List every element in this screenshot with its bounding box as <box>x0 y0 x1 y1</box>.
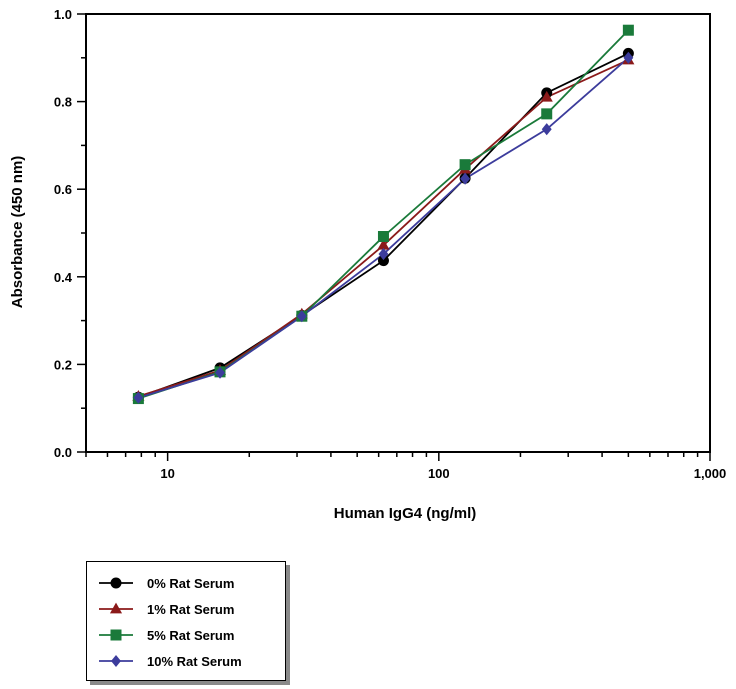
legend-label: 10% Rat Serum <box>147 653 242 669</box>
data-point-diamond <box>623 51 634 64</box>
y-tick-label: 0.8 <box>54 95 72 110</box>
x-axis-title: Human IgG4 (ng/ml) <box>334 505 477 522</box>
data-point-square <box>459 159 471 171</box>
y-tick-label: 0.0 <box>54 445 72 460</box>
series-line <box>138 59 629 398</box>
legend-marker <box>111 654 121 668</box>
legend-item: 1% Rat Serum <box>97 596 285 622</box>
data-point-square <box>377 231 389 243</box>
chart-svg: 10 100 1,000 0.0 0.2 0.4 0.6 0.8 1.0 Human IgG4… <box>9 7 727 522</box>
legend-item: 0% Rat Serum <box>97 570 285 596</box>
legend: 0% Rat Serum 1% Rat Serum 5% Rat Serum 1… <box>86 561 286 681</box>
y-tick-label: 1.0 <box>54 7 72 22</box>
legend-label: 5% Rat Serum <box>147 627 235 643</box>
data-point-diamond <box>133 391 144 404</box>
data-point-square <box>622 24 634 36</box>
data-point-diamond <box>215 366 225 379</box>
y-axis-title: Absorbance (450 nm) <box>9 156 26 309</box>
plot-area <box>85 13 711 453</box>
data-point-diamond <box>541 123 552 136</box>
legend-label: 1% Rat Serum <box>147 601 235 617</box>
legend-marker <box>110 577 122 589</box>
legend-marker <box>110 629 122 641</box>
y-tick-label: 0.4 <box>54 270 73 285</box>
legend-item: 5% Rat Serum <box>97 622 285 648</box>
plot-border <box>85 13 711 453</box>
y-tick-label: 0.2 <box>54 357 72 372</box>
series-layer <box>132 24 635 405</box>
legend-swatch-triangle <box>99 602 133 614</box>
y-axis: 0.0 0.2 0.4 0.6 0.8 1.0 <box>54 7 86 460</box>
x-tick-label: 10 <box>160 466 174 481</box>
data-point-circle <box>377 255 389 267</box>
data-point-triangle <box>377 238 390 250</box>
legend-marker <box>109 602 123 614</box>
x-axis: 10 100 1,000 <box>85 452 727 481</box>
data-point-diamond <box>378 247 389 261</box>
data-point-diamond <box>296 310 307 323</box>
legend-swatch-square <box>99 629 133 641</box>
legend-item: 10% Rat Serum <box>97 648 285 674</box>
legend-swatch-circle <box>99 577 133 589</box>
data-point-triangle <box>540 90 553 102</box>
y-tick-label: 0.6 <box>54 182 72 197</box>
legend-swatch-diamond <box>99 654 133 668</box>
x-tick-label: 100 <box>428 466 450 481</box>
data-point-diamond <box>460 172 471 185</box>
data-point-square <box>541 108 553 120</box>
legend-label: 0% Rat Serum <box>147 575 235 591</box>
series-line <box>138 57 629 399</box>
x-tick-label: 1,000 <box>694 466 727 481</box>
series-line <box>138 29 630 400</box>
